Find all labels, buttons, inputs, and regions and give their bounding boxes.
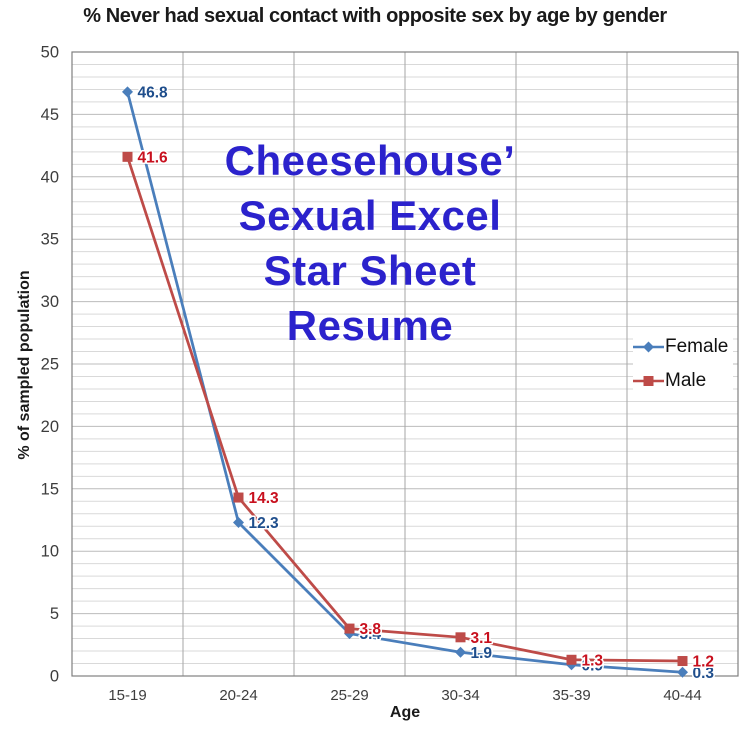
data-label-male-20-24: 14.3: [249, 490, 280, 507]
marker-female-15-19: [122, 86, 133, 98]
legend-marker-male-icon: [633, 376, 664, 386]
plot-border: [71, 51, 739, 677]
x-tick-label: 30-34: [441, 687, 479, 704]
x-tick-label: 15-19: [108, 687, 146, 704]
data-label-female-15-19: 46.8: [138, 84, 169, 101]
watermark-line-2: Sexual Excel: [238, 192, 502, 239]
watermark-line-1: Cheesehouse’: [224, 137, 516, 184]
chart-title: % Never had sexual contact with opposite…: [83, 5, 667, 27]
y-tick-label: 5: [50, 605, 59, 623]
marker-male-20-24: [233, 492, 244, 503]
legend-item-female: Female: [633, 333, 733, 361]
data-label-female-20-24: 12.3: [249, 515, 280, 532]
data-label-male-15-19: 41.6: [138, 149, 169, 166]
y-tick-label: 35: [41, 231, 59, 249]
marker-male-25-29: [344, 623, 355, 634]
data-label-female-30-34: 1.9: [471, 645, 493, 662]
x-axis-title: Age: [389, 704, 421, 721]
marker-male-35-39: [566, 654, 577, 665]
y-tick-label: 45: [41, 106, 59, 124]
marker-female-30-34: [455, 646, 466, 658]
watermark-text: Cheesehouse’ Sexual Excel Star Sheet Res…: [0, 133, 740, 353]
y-tick-label: 20: [41, 418, 59, 436]
data-label-male-40-44: 1.2: [693, 654, 715, 671]
x-tick-label: 25-29: [330, 687, 368, 704]
y-tick-label: 15: [41, 480, 59, 498]
data-label-female-35-39: 0.9: [582, 657, 604, 674]
y-tick-label: 40: [41, 168, 59, 186]
series-line-female: [126, 91, 683, 674]
data-label-female-40-44: 0.3: [693, 665, 715, 682]
watermark-line-4: Resume: [286, 302, 454, 349]
y-axis-title: % of sampled population: [16, 270, 33, 460]
legend-marker-female-icon: [633, 341, 664, 353]
x-tick-label: 35-39: [552, 687, 590, 704]
y-tick-label: 50: [41, 44, 59, 62]
data-label-male-30-34: 3.1: [471, 630, 493, 647]
legend-item-male: Male: [633, 367, 733, 395]
watermark-line-3: Star Sheet: [263, 247, 477, 294]
y-tick-label: 0: [50, 668, 59, 686]
data-label-male-35-39: 1.3: [582, 652, 604, 669]
marker-female-20-24: [233, 516, 244, 528]
marker-female-40-44: [677, 666, 688, 678]
x-tick-label: 20-24: [219, 687, 257, 704]
data-label-male-25-29: 3.8: [360, 621, 382, 638]
chart-legend: Female Male: [633, 329, 733, 399]
legend-label-male: Male: [665, 370, 707, 391]
marker-male-15-19: [122, 151, 133, 162]
y-tick-label: 30: [41, 293, 59, 311]
series-line-male: [126, 156, 683, 663]
y-tick-label: 10: [41, 543, 59, 561]
x-tick-label: 40-44: [663, 687, 701, 704]
marker-male-40-44: [677, 656, 688, 667]
marker-male-30-34: [455, 632, 466, 643]
data-label-female-25-29: 3.4: [360, 626, 382, 643]
legend-label-female: Female: [665, 336, 729, 357]
y-tick-label: 25: [41, 356, 59, 374]
